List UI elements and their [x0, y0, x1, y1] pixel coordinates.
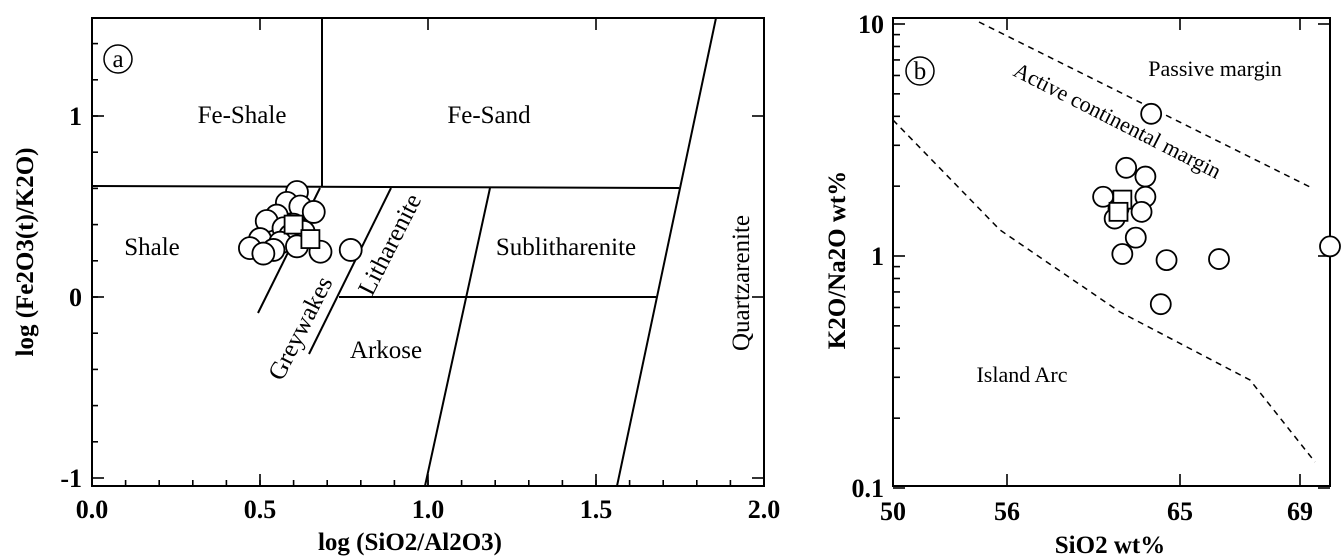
- field-label-fe-sand: Fe-Sand: [447, 102, 531, 129]
- field-label-fe-shale: Fe-Shale: [198, 102, 287, 129]
- field-label-shale: Shale: [124, 234, 180, 261]
- panel-a-x-axis-label: log (SiO2/Al2O3): [318, 529, 502, 556]
- panel-a-circle-point: [251, 241, 276, 266]
- panel-b-y-axis-label: K2O/Na2O wt%: [824, 171, 851, 349]
- panel-b-points: [1092, 102, 1341, 316]
- field-label-quartzarenite: Quartzarenite: [728, 215, 755, 351]
- panel-a-y-axis-label: log (Fe2O3(t)/K2O): [12, 148, 39, 357]
- panel-b-circle-point: [1155, 249, 1178, 272]
- panel-a-frame: [91, 17, 765, 487]
- panel-a-y-tick-label: -1: [60, 464, 82, 493]
- boundary-fe-horizontal: [91, 185, 680, 189]
- panel-b-x-tick-label: 50: [880, 497, 906, 526]
- panel-b-x-axis-label: SiO2 wt%: [1055, 532, 1165, 558]
- panel-a-points: [238, 180, 363, 266]
- panel-a-x-tick-label: 1.5: [580, 495, 613, 524]
- panel-a-circle-point: [301, 200, 326, 224]
- panel-b-circle-point: [1140, 102, 1163, 125]
- panel-a-y-tick-label: 1: [69, 102, 82, 131]
- field-label-passive-margin: Passive margin: [1148, 56, 1281, 81]
- panel-b-badge: [905, 56, 935, 86]
- panel-b-circle-point: [1149, 293, 1172, 316]
- boundary-litharenite: [308, 187, 392, 355]
- panel-b-circle-point: [1124, 226, 1147, 249]
- panel-b-circle-point: [1319, 235, 1341, 258]
- boundary-quartzarenite: [616, 17, 717, 487]
- panel-b-circle-point: [1134, 165, 1157, 188]
- field-label-litharenite: Litharenite: [353, 190, 427, 300]
- panel-a-label: a: [112, 46, 123, 73]
- panel-a: 0.0 0.5 1.0 1.5 2.0 -1 0 1 a Fe-Shale Fe-Sand S…: [12, 17, 780, 556]
- panel-b-square-point: [1108, 201, 1129, 222]
- panel-b-x-tick-label: 69: [1287, 497, 1313, 526]
- panel-b-y-tick-label: 10: [858, 10, 884, 39]
- panel-a-circle-point: [338, 238, 363, 262]
- panel-a-x-tick-label: 1.0: [412, 495, 445, 524]
- panel-a-y-tick-label: 0: [69, 283, 82, 312]
- field-label-arkose: Arkose: [350, 337, 422, 364]
- panel-b-x-tick-label: 65: [1167, 497, 1193, 526]
- panel-a-ticks: 0.0 0.5 1.0 1.5 2.0 -1 0 1: [60, 18, 780, 524]
- panel-a-badge: [103, 44, 133, 74]
- panel-b-circle-point: [1208, 248, 1230, 270]
- panel-b-circle-point: [1111, 243, 1134, 265]
- boundary-sublitharenite: [424, 187, 491, 487]
- panel-b-x-tick-label: 56: [994, 497, 1020, 526]
- panel-a-x-tick-label: 2.0: [748, 495, 781, 524]
- field-label-sublitharenite: Sublitharenite: [496, 234, 636, 261]
- panel-a-square-point: [300, 229, 321, 249]
- panel-b-circle-point: [1130, 200, 1153, 223]
- boundary-active-island-arc: [892, 119, 1316, 463]
- panel-b-label: b: [914, 58, 927, 85]
- field-label-greywakes: Greywakes: [263, 272, 338, 384]
- panel-b-y-tick-label: 1: [871, 242, 884, 271]
- boundary-passive-active: [978, 21, 1313, 189]
- panel-a-square-point: [283, 214, 304, 235]
- panel-b-ticks: 50 56 65 69 0.1 1 10: [852, 10, 1330, 526]
- panel-a-x-tick-label: 0.5: [244, 495, 277, 524]
- panel-b-y-tick-label: 0.1: [852, 474, 885, 503]
- panel-a-x-tick-label: 0.0: [76, 495, 109, 524]
- panel-b-circle-point: [1115, 156, 1138, 179]
- field-label-island-arc: Island Arc: [976, 362, 1067, 387]
